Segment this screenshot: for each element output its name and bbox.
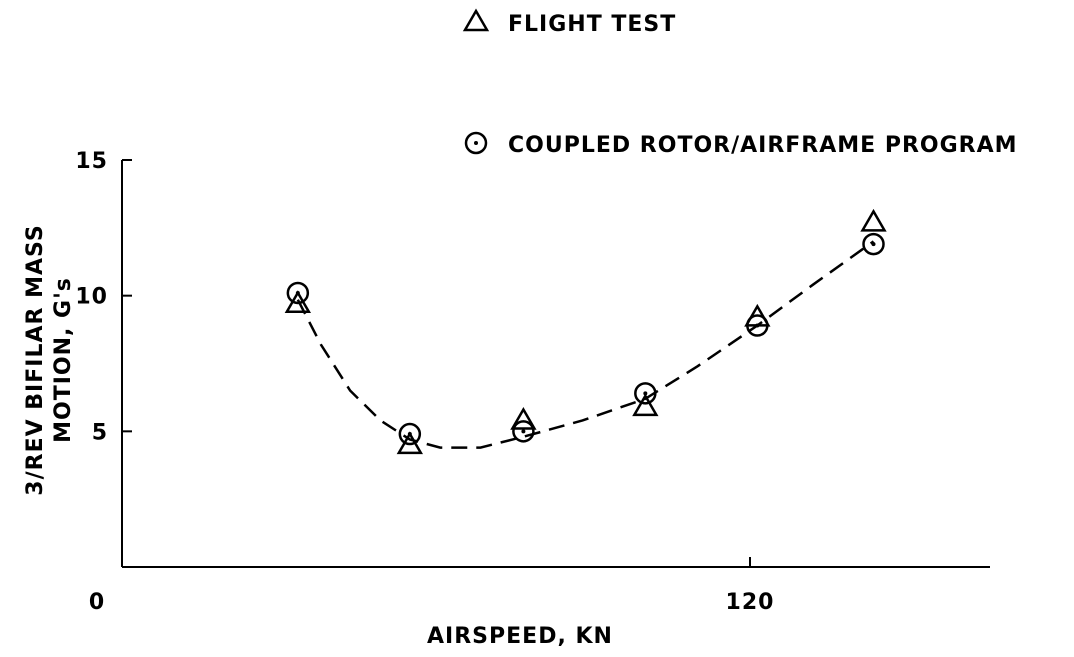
- x-tick-label: 120: [726, 590, 775, 615]
- circle-marker: [512, 420, 535, 443]
- legend-label: FLIGHT TEST: [508, 12, 676, 37]
- y-tick-label: 15: [75, 149, 108, 174]
- fit-curve: [296, 240, 875, 449]
- x-tick-label: 0: [89, 590, 105, 615]
- x-axis-label: AIRSPEED, KN: [427, 624, 613, 649]
- circle-marker: [862, 232, 885, 256]
- triangle-marker: [860, 208, 887, 232]
- circle-marker: [746, 314, 769, 337]
- circle-marker: [464, 131, 488, 155]
- triangle-marker: [632, 393, 659, 417]
- y-axis-label: MOTION, G's: [51, 277, 76, 443]
- circle-marker-dot: [755, 323, 760, 328]
- legend-label: COUPLED ROTOR/AIRFRAME PROGRAM: [508, 133, 1018, 158]
- y-tick-label: 5: [92, 420, 108, 445]
- circle-marker-dot: [643, 391, 648, 396]
- circle-marker-dot: [871, 242, 876, 247]
- circle-marker-dot: [521, 429, 526, 434]
- y-axis-label: 3/REV BIFILAR MASS: [23, 224, 48, 495]
- circle-marker: [286, 281, 310, 305]
- circle-marker: [398, 422, 422, 446]
- circle-marker-dot: [407, 432, 412, 437]
- triangle-marker: [462, 8, 490, 32]
- y-tick-label: 10: [75, 285, 108, 310]
- triangle-marker: [510, 406, 537, 430]
- circle-marker: [634, 382, 657, 405]
- circle-marker-dot: [474, 141, 478, 145]
- circle-marker-dot: [295, 290, 300, 295]
